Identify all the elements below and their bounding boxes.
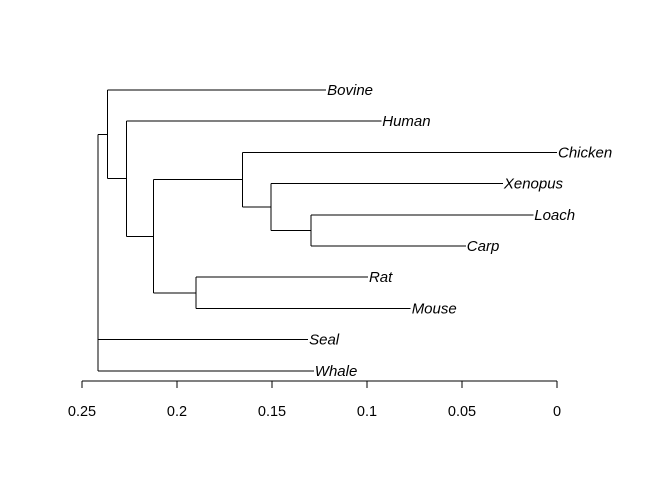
leaf-label-mouse: Mouse [412, 300, 457, 317]
x-axis-tick-label: 0.25 [68, 404, 96, 420]
leaf-label-human: Human [382, 113, 430, 130]
x-axis-tick-label: 0.2 [167, 404, 187, 420]
x-axis-tick-label: 0.05 [448, 404, 476, 420]
leaf-label-chicken: Chicken [558, 144, 612, 161]
leaf-label-seal: Seal [309, 332, 340, 349]
x-axis-tick-label: 0.1 [357, 404, 377, 420]
leaf-label-carp: Carp [467, 238, 500, 255]
leaf-label-whale: Whale [315, 363, 358, 380]
leaf-label-rat: Rat [369, 269, 393, 286]
leaf-label-loach: Loach [534, 207, 575, 224]
leaf-labels: Bovine Human Chicken Xenopus Loach Carp Rat Mou… [309, 82, 612, 380]
x-axis-tick-label: 0 [553, 404, 561, 420]
x-axis-tick-label: 0.15 [258, 404, 286, 420]
dendrogram-edges [97, 89, 557, 372]
leaf-label-xenopus: Xenopus [503, 176, 564, 193]
leaf-label-bovine: Bovine [327, 82, 373, 99]
x-axis: 0.25 0.2 0.15 0.1 0.05 0 [68, 380, 561, 420]
